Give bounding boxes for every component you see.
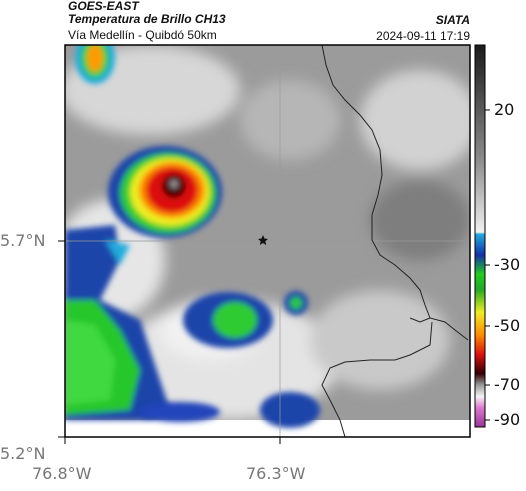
org-label: SIATA xyxy=(435,13,470,27)
lon-tick-label: 76.8°W xyxy=(32,464,92,483)
satellite-title: GOES-EAST xyxy=(68,0,139,13)
colorbar-tick-label: 20 xyxy=(494,100,515,119)
colorbar xyxy=(474,44,486,428)
colorbar-tick-label: -70 xyxy=(494,375,521,394)
colorbar-tick-label: -30 xyxy=(494,255,521,274)
datetime-label: 2024-09-11 17:19 xyxy=(376,29,470,43)
route-subtitle: Vía Medellín - Quibdó 50km xyxy=(68,28,217,42)
product-title: Temperatura de Brillo CH13 xyxy=(68,12,226,26)
lat-tick-label: 5.7°N xyxy=(0,231,46,250)
lon-tick-label: 76.3°W xyxy=(246,464,306,483)
colorbar-tick-label: -50 xyxy=(494,316,521,335)
lat-tick-label: 5.2°N xyxy=(0,444,46,463)
brightness-temperature-field xyxy=(65,45,470,437)
colorbar-tick-label: -90 xyxy=(494,410,521,429)
location-star-icon xyxy=(258,235,268,245)
